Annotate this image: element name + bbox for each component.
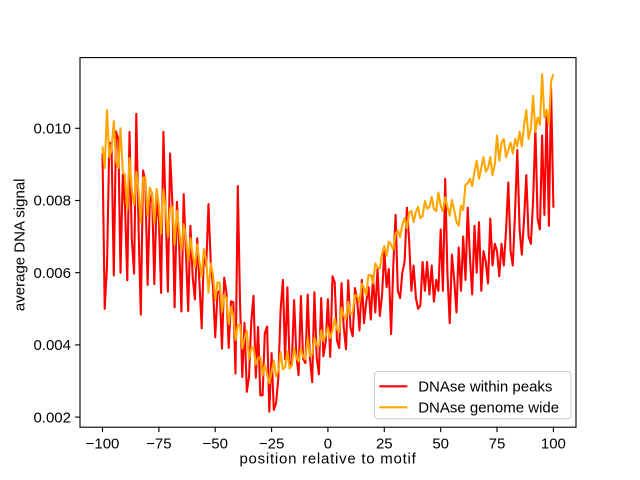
svg-text:−50: −50 xyxy=(202,435,227,452)
svg-text:−75: −75 xyxy=(146,435,171,452)
svg-text:position relative to motif: position relative to motif xyxy=(239,451,416,468)
svg-text:75: 75 xyxy=(489,435,506,452)
svg-text:DNAse genome wide: DNAse genome wide xyxy=(418,399,559,416)
svg-text:average DNA signal: average DNA signal xyxy=(12,179,29,312)
svg-text:0.006: 0.006 xyxy=(33,265,71,282)
svg-text:0.010: 0.010 xyxy=(33,121,71,138)
svg-text:25: 25 xyxy=(376,435,393,452)
svg-text:0.004: 0.004 xyxy=(33,337,71,354)
svg-text:0: 0 xyxy=(324,435,332,452)
svg-text:−100: −100 xyxy=(86,435,120,452)
svg-text:50: 50 xyxy=(432,435,449,452)
svg-text:100: 100 xyxy=(541,435,566,452)
svg-text:DNAse within peaks: DNAse within peaks xyxy=(418,378,552,395)
svg-text:0.008: 0.008 xyxy=(33,193,71,210)
svg-text:−25: −25 xyxy=(259,435,284,452)
svg-text:0.002: 0.002 xyxy=(33,409,71,426)
